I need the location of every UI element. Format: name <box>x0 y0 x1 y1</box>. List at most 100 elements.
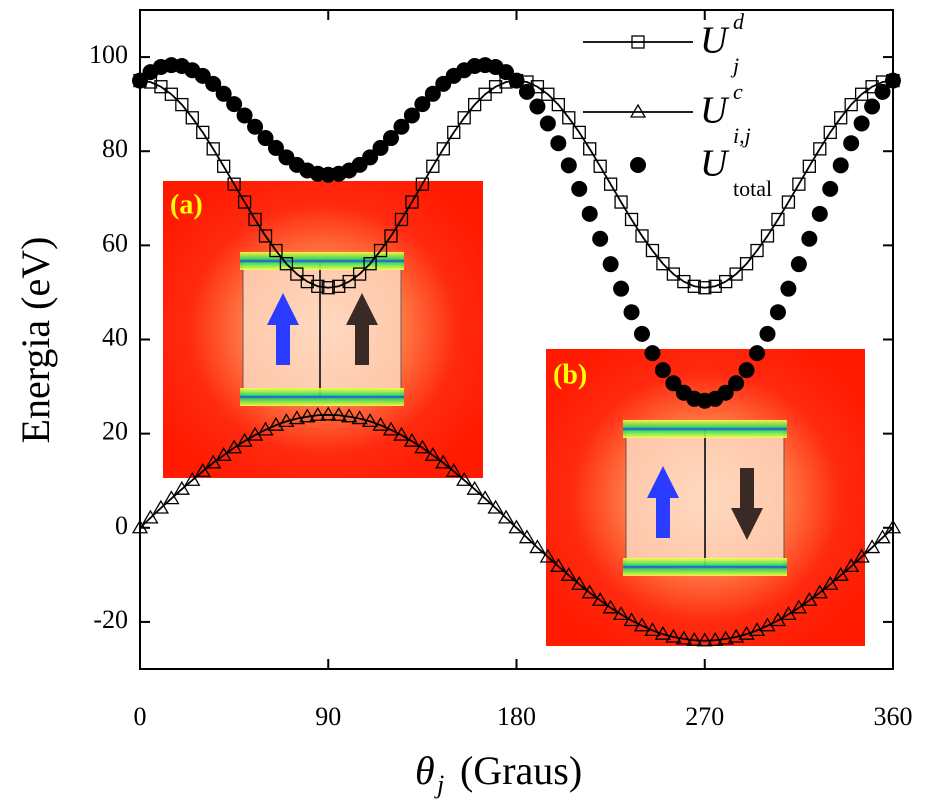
marker <box>665 628 682 643</box>
marker <box>206 142 220 156</box>
y-axis-label: Energia (eV) <box>13 237 58 444</box>
marker <box>163 490 180 505</box>
marker <box>175 97 189 112</box>
marker <box>468 97 482 112</box>
marker <box>645 243 660 258</box>
x-axis-unit: (Graus) <box>460 748 582 793</box>
marker <box>750 243 764 258</box>
marker <box>205 454 222 469</box>
marker <box>247 118 264 135</box>
marker <box>508 72 525 89</box>
marker <box>822 575 839 590</box>
y-tick-label: 60 <box>102 228 128 257</box>
marker <box>185 111 199 125</box>
marker <box>727 628 745 643</box>
marker <box>822 180 839 197</box>
marker <box>414 96 431 113</box>
y-tick-label: 20 <box>102 417 128 446</box>
marker <box>508 519 525 534</box>
marker <box>142 509 159 524</box>
marker <box>874 529 891 544</box>
marker <box>811 205 828 222</box>
marker <box>445 463 462 477</box>
legend-name: U <box>700 143 730 185</box>
marker <box>717 630 734 645</box>
marker <box>236 107 253 124</box>
marker <box>687 279 701 293</box>
marker <box>184 471 201 486</box>
marker <box>581 584 598 599</box>
marker <box>602 256 619 273</box>
marker <box>217 159 231 173</box>
marker <box>351 410 368 425</box>
annotation: (a) <box>170 189 203 220</box>
marker <box>405 195 419 209</box>
marker <box>476 490 494 505</box>
marker <box>205 75 222 92</box>
legend-sub: i,j <box>733 123 751 148</box>
marker <box>518 83 535 100</box>
marker <box>677 274 691 289</box>
y-tick-label: -20 <box>93 605 128 634</box>
marker <box>332 279 346 293</box>
marker <box>613 280 630 297</box>
x-tick-label: 0 <box>134 702 147 731</box>
marker <box>739 257 754 271</box>
marker <box>885 72 901 89</box>
marker <box>759 325 776 342</box>
x-axis-label: θ j (Graus) <box>415 748 582 799</box>
marker <box>435 454 452 469</box>
marker <box>382 421 400 436</box>
marker <box>529 539 546 554</box>
marker <box>717 384 734 401</box>
marker <box>248 212 262 227</box>
marker <box>372 139 389 156</box>
marker <box>823 125 837 140</box>
marker <box>592 591 609 606</box>
marker <box>341 408 358 423</box>
marker <box>832 157 849 174</box>
legend-marker <box>631 35 645 49</box>
marker <box>560 567 577 581</box>
legend-sup: c <box>733 79 743 104</box>
marker <box>760 229 775 243</box>
x-tick-label: 180 <box>497 702 536 731</box>
marker <box>813 142 827 156</box>
marker <box>874 83 891 100</box>
marker <box>518 529 536 544</box>
marker <box>278 413 295 428</box>
marker <box>572 125 586 140</box>
marker <box>666 267 681 281</box>
marker <box>363 257 377 271</box>
marker <box>267 139 284 156</box>
marker <box>383 130 399 147</box>
marker <box>373 243 388 258</box>
marker <box>633 617 651 632</box>
marker <box>330 406 347 421</box>
marker <box>478 87 492 101</box>
marker <box>394 212 409 227</box>
marker <box>466 480 483 495</box>
marker <box>311 279 325 293</box>
marker <box>884 519 902 534</box>
marker <box>719 274 733 289</box>
legend-name: U <box>700 20 730 62</box>
marker <box>707 631 724 646</box>
marker <box>792 177 806 191</box>
marker <box>790 599 808 614</box>
marker <box>769 304 786 321</box>
marker <box>583 142 597 156</box>
marker <box>415 177 430 191</box>
marker <box>227 177 241 191</box>
marker <box>729 267 743 281</box>
marker <box>384 229 398 243</box>
marker <box>288 410 306 425</box>
marker <box>738 362 755 379</box>
marker <box>403 432 421 447</box>
marker <box>656 257 670 271</box>
marker <box>603 177 618 191</box>
marker <box>801 230 818 247</box>
marker <box>215 85 232 102</box>
